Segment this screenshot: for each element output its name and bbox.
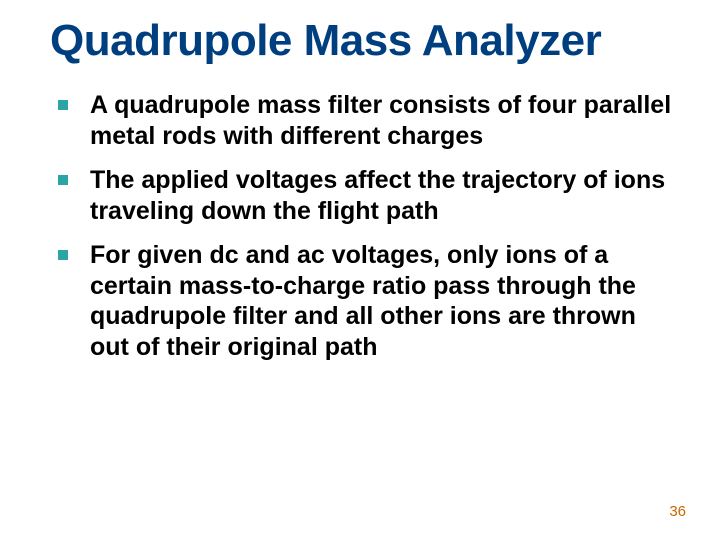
slide: Quadrupole Mass Analyzer A quadrupole ma… [0, 0, 720, 540]
square-bullet-icon [58, 175, 68, 185]
slide-title: Quadrupole Mass Analyzer [50, 18, 680, 64]
list-item: The applied voltages affect the trajecto… [50, 165, 680, 226]
page-number: 36 [669, 503, 686, 520]
list-item-text: The applied voltages affect the trajecto… [90, 166, 665, 225]
list-item: A quadrupole mass filter consists of fou… [50, 90, 680, 151]
list-item-text: A quadrupole mass filter consists of fou… [90, 91, 671, 150]
square-bullet-icon [58, 250, 68, 260]
list-item-text: For given dc and ac voltages, only ions … [90, 241, 636, 361]
square-bullet-icon [58, 100, 68, 110]
bullet-list: A quadrupole mass filter consists of fou… [50, 90, 680, 362]
list-item: For given dc and ac voltages, only ions … [50, 240, 680, 362]
